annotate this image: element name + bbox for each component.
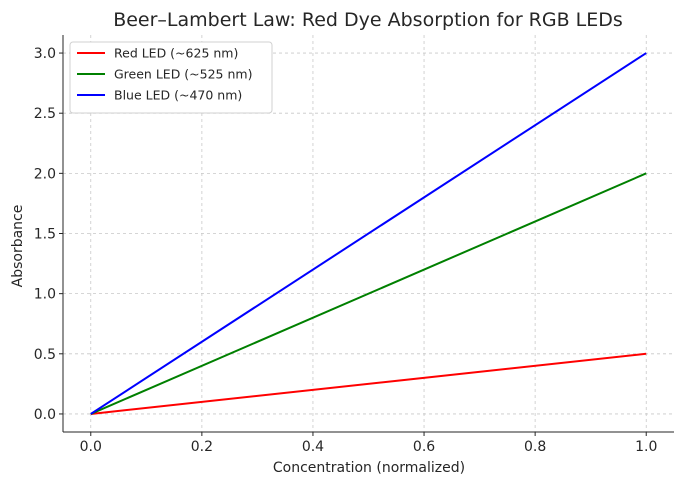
x-axis-label: Concentration (normalized): [273, 460, 465, 476]
x-tick-label: 0.2: [191, 439, 213, 455]
series-line-red: [90, 352, 647, 415]
y-tick-label: 0.0: [34, 407, 56, 423]
x-tick-label: 0.8: [524, 439, 546, 455]
y-tick-label: 3.0: [34, 46, 56, 62]
x-tick-label: 0.0: [80, 439, 102, 455]
series-line-blue: [90, 52, 647, 415]
series-line-green: [90, 172, 647, 415]
y-tick-label: 1.5: [34, 227, 56, 243]
series-lines: [90, 52, 647, 415]
legend-label-red: Red LED (~625 nm): [114, 46, 238, 61]
y-tick-label: 0.5: [34, 347, 56, 363]
y-tick-label: 2.5: [34, 106, 56, 122]
y-tick-label: 1.0: [34, 287, 56, 303]
tick-labels: 0.0 0.2 0.4 0.6 0.8 1.0 0.0 0.5 1.0 1.5 2.0 2.5 3.0: [34, 46, 658, 455]
y-tick-label: 2.0: [34, 166, 56, 182]
legend-box: [69, 41, 273, 114]
legend-label-blue: Blue LED (~470 nm): [114, 88, 242, 103]
legend: Red LED (~625 nm) Green LED (~525 nm) Blue…: [69, 41, 273, 114]
y-axis-label: Absorbance: [10, 205, 26, 288]
axes: [59, 35, 674, 436]
x-tick-label: 0.4: [302, 439, 324, 455]
x-tick-label: 1.0: [635, 439, 657, 455]
x-tick-label: 0.6: [413, 439, 435, 455]
chart-title: Beer–Lambert Law: Red Dye Absorption for…: [113, 9, 623, 31]
legend-label-green: Green LED (~525 nm): [114, 67, 252, 82]
